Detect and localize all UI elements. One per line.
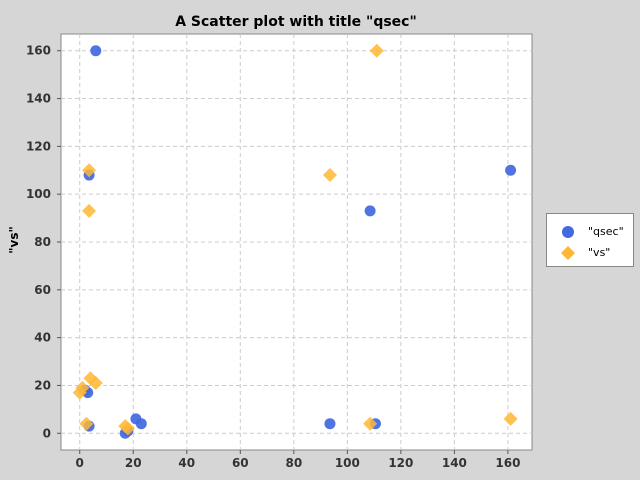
axes: 0 20 40 60 80 100 120 140 160 0 20 40 60 80 100 120 140 1… xyxy=(26,44,521,470)
y-tick-label: 20 xyxy=(34,378,51,392)
x-tick-label: 160 xyxy=(495,456,520,470)
data-point-vs xyxy=(79,416,94,431)
chart-title: A Scatter plot with title "qsec" xyxy=(175,14,417,30)
y-tick-label: 160 xyxy=(26,44,51,58)
data-point-vs xyxy=(88,376,103,391)
data-point-vs xyxy=(322,168,337,183)
data-point-vs xyxy=(75,380,90,395)
x-tick-label: 120 xyxy=(388,456,413,470)
y-tick-label: 80 xyxy=(34,235,51,249)
data-point-qsec xyxy=(364,205,376,217)
data-point-vs xyxy=(82,163,97,178)
data-point-vs xyxy=(363,416,378,431)
x-tick-label: 40 xyxy=(178,456,195,470)
legend-label-qsec: "qsec" xyxy=(588,225,624,238)
legend-swatch-qsec xyxy=(562,225,574,238)
legend-item-qsec: "qsec" xyxy=(559,221,633,242)
data-point-vs xyxy=(82,203,97,218)
grid xyxy=(61,34,532,450)
data-point-vs xyxy=(503,411,518,426)
x-tick-label: 60 xyxy=(232,456,249,470)
data-point-qsec xyxy=(324,418,336,430)
y-tick-label: 140 xyxy=(26,92,51,106)
y-tick-label: 0 xyxy=(43,426,51,440)
data-point-qsec xyxy=(135,418,147,430)
diamond-marker-icon xyxy=(561,245,575,260)
y-tick-label: 120 xyxy=(26,139,51,153)
legend-label-vs: "vs" xyxy=(588,246,611,259)
x-tick-label: 140 xyxy=(442,456,467,470)
data-point-qsec xyxy=(90,45,102,57)
data-points xyxy=(72,43,518,439)
y-tick-label: 60 xyxy=(34,283,51,297)
data-point-qsec xyxy=(505,164,517,176)
data-point-vs xyxy=(120,421,135,436)
y-tick-label: 40 xyxy=(34,331,51,345)
legend-swatch-vs xyxy=(561,245,575,260)
x-tick-label: 100 xyxy=(335,456,360,470)
x-tick-label: 80 xyxy=(285,456,302,470)
y-tick-label: 100 xyxy=(26,187,51,201)
x-tick-label: 20 xyxy=(125,456,142,470)
legend: "qsec" "vs" xyxy=(546,213,634,267)
legend-item-vs: "vs" xyxy=(559,242,633,263)
circle-marker-icon xyxy=(562,225,574,238)
x-tick-label: 0 xyxy=(76,456,84,470)
data-point-vs xyxy=(369,43,384,58)
